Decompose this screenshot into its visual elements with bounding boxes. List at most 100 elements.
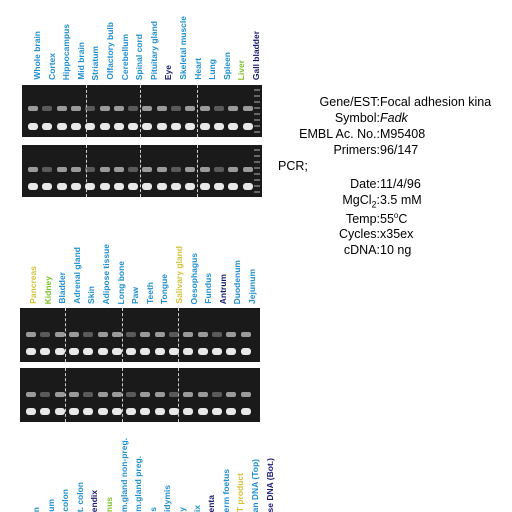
info-embl: EMBL Ac. No.:M95408: [296, 127, 425, 141]
gel-band: [213, 167, 224, 172]
gel-band: [28, 183, 38, 190]
lane-label: Hippocampus: [61, 23, 72, 80]
gel-band: [28, 167, 38, 172]
gel-band: [85, 106, 96, 111]
lane-label: an DNA (Top): [250, 458, 260, 512]
lane-separator: [122, 368, 123, 422]
gel-band: [142, 123, 153, 130]
gel-band: [228, 123, 239, 130]
gel-band: [213, 106, 224, 111]
gel-band: [154, 348, 165, 355]
gel-panel2-bottom: [20, 368, 260, 422]
lane-label: Pituitary gland: [148, 20, 159, 80]
gel-band: [240, 332, 251, 337]
lane-label: enta: [206, 494, 217, 512]
gel-band: [226, 332, 237, 337]
lane-label: Fundus: [203, 273, 214, 304]
lane-label: m.gland preg.: [133, 456, 144, 512]
lane-label: Kidney: [42, 275, 53, 304]
gel-band: [42, 167, 53, 172]
gel-band: [183, 392, 194, 397]
gel-band: [113, 183, 124, 190]
lane-label: Antrum: [217, 273, 228, 304]
gel-band: [128, 183, 139, 190]
cycles-value: x35ex: [380, 227, 414, 241]
gel-band: [142, 183, 153, 190]
gene-label: Gene/EST:: [319, 95, 380, 109]
gel-band: [68, 408, 79, 415]
gel-band: [211, 408, 222, 415]
gel-band: [99, 183, 110, 190]
gel-band: [171, 183, 181, 190]
gel-band: [85, 123, 96, 130]
gel-band: [40, 392, 51, 397]
gel-band: [199, 167, 210, 172]
gel-band: [142, 106, 153, 111]
info-cdna: cDNA:10 ng: [296, 243, 411, 257]
lane-label: Whole brain: [32, 31, 42, 80]
symbol-label: Symbol:: [334, 111, 380, 125]
lane-separator: [197, 85, 198, 137]
gel-band: [56, 167, 67, 172]
gel-band: [169, 408, 179, 415]
date-value: 11/4/96: [380, 177, 421, 191]
gel-band: [68, 332, 79, 337]
lane-label: Paw: [130, 286, 141, 304]
lane-label: Spleen: [221, 52, 232, 80]
gel-band: [169, 332, 179, 337]
gel-band: [128, 167, 139, 172]
cdna-value: 10 ng: [380, 243, 412, 257]
lane-label: Skeletal muscle: [178, 16, 188, 80]
lane-label: colon: [60, 489, 71, 512]
lane-label: um: [45, 499, 56, 512]
lane-separator: [197, 145, 198, 197]
gel-band: [54, 348, 65, 355]
primers-value: 96/147: [380, 143, 419, 157]
gel-band: [211, 392, 222, 397]
gel-band: [70, 183, 81, 190]
gel-band: [28, 106, 38, 111]
lane-label: n: [31, 506, 41, 512]
gel-band: [26, 392, 36, 397]
gel-band: [185, 167, 196, 172]
gel-band: [171, 167, 181, 172]
gel-band: [169, 348, 179, 355]
gel-band: [183, 408, 194, 415]
gel-band: [126, 392, 137, 397]
lane-label: ix: [191, 504, 202, 512]
lane-label: T product: [235, 472, 246, 512]
lane-label: y: [177, 507, 187, 512]
lane-label: se DNA (Bot.): [264, 457, 275, 512]
gel-band: [126, 408, 137, 415]
primers-label: Primers:: [333, 143, 380, 157]
gel-band: [242, 167, 253, 172]
lane-label: t. colon: [74, 481, 85, 512]
lane-label: Heart: [192, 58, 203, 80]
gel-band: [154, 392, 165, 397]
gel-band: [99, 123, 110, 130]
gel-band: [111, 392, 122, 397]
gel-band: [226, 392, 237, 397]
gel-band: [97, 348, 108, 355]
gel-band: [126, 348, 137, 355]
gel-band: [226, 408, 237, 415]
lane-label: Oesophagus: [188, 252, 199, 304]
lane-label: Teeth: [144, 281, 155, 304]
embl-label: EMBL Ac. No.:: [299, 127, 380, 141]
lane-label: Salivary gland: [174, 246, 184, 304]
gel-band: [111, 408, 122, 415]
dna-ladder: [254, 89, 260, 137]
gel-band: [83, 392, 94, 397]
gel-band: [56, 106, 67, 111]
info-primers: Primers:96/147: [296, 143, 418, 157]
gel-band: [140, 408, 151, 415]
gel-band: [26, 408, 36, 415]
gel-band: [99, 106, 110, 111]
gel-band: [228, 183, 239, 190]
gel-band: [68, 348, 79, 355]
gel-band: [226, 348, 237, 355]
gel-band: [68, 392, 79, 397]
gel-band: [42, 183, 53, 190]
lane-label: Lung: [207, 59, 218, 80]
lane-label: Liver: [236, 59, 247, 80]
